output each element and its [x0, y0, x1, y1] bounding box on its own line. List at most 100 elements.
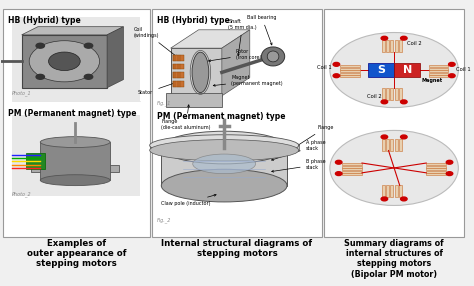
Bar	[399, 88, 402, 100]
Text: Fig._1: Fig._1	[157, 100, 171, 106]
Circle shape	[330, 130, 458, 205]
Circle shape	[448, 74, 455, 78]
Ellipse shape	[267, 51, 279, 62]
Circle shape	[381, 100, 388, 104]
Ellipse shape	[40, 137, 110, 148]
Circle shape	[401, 36, 407, 40]
Circle shape	[381, 197, 388, 201]
Bar	[342, 166, 362, 168]
Text: Stator: Stator	[138, 82, 177, 96]
Text: Flange: Flange	[297, 125, 334, 146]
Text: Coil 2: Coil 2	[367, 94, 382, 99]
Circle shape	[401, 135, 407, 139]
Bar	[171, 48, 222, 96]
Bar	[426, 163, 446, 165]
Bar	[399, 139, 402, 150]
Bar	[399, 40, 402, 52]
Text: HB (Hybrid) type: HB (Hybrid) type	[157, 16, 229, 25]
Bar	[395, 139, 398, 150]
Bar	[340, 73, 360, 75]
Circle shape	[48, 52, 80, 71]
Bar	[426, 173, 446, 175]
Circle shape	[336, 160, 342, 164]
Text: PM (Permanent magnet) type: PM (Permanent magnet) type	[8, 110, 136, 118]
Text: Internal structural diagrams of
stepping motors: Internal structural diagrams of stepping…	[162, 239, 312, 258]
Circle shape	[446, 160, 453, 164]
Bar	[31, 166, 119, 172]
Bar	[342, 173, 362, 175]
Circle shape	[29, 41, 100, 82]
Bar	[386, 40, 389, 52]
FancyBboxPatch shape	[324, 9, 464, 237]
Bar	[173, 81, 184, 87]
Bar	[394, 63, 419, 77]
Bar	[173, 72, 184, 78]
Polygon shape	[222, 30, 250, 96]
Ellipse shape	[193, 154, 255, 174]
Text: Magnet
(permanent magnet): Magnet (permanent magnet)	[213, 75, 283, 86]
Ellipse shape	[161, 169, 287, 202]
Bar	[26, 153, 45, 169]
Bar	[386, 185, 389, 197]
Circle shape	[84, 74, 93, 79]
Text: Photo_1: Photo_1	[12, 90, 32, 96]
Bar	[391, 185, 393, 197]
Polygon shape	[107, 27, 123, 88]
Circle shape	[330, 33, 458, 108]
Circle shape	[36, 43, 45, 48]
Bar	[382, 40, 385, 52]
Text: Coil 1: Coil 1	[317, 65, 332, 70]
Bar	[399, 185, 402, 197]
Circle shape	[381, 135, 388, 139]
FancyBboxPatch shape	[152, 9, 322, 237]
Bar	[368, 63, 394, 77]
Bar	[426, 168, 446, 170]
Bar	[426, 166, 446, 168]
Bar	[340, 65, 360, 67]
Bar	[386, 88, 389, 100]
Circle shape	[401, 100, 407, 104]
Bar	[386, 139, 389, 150]
Ellipse shape	[150, 135, 299, 156]
Bar	[395, 88, 398, 100]
Bar	[173, 55, 184, 61]
Bar	[395, 40, 398, 52]
Text: Coil 2: Coil 2	[407, 41, 421, 46]
Bar	[395, 185, 398, 197]
Text: Fig._2: Fig._2	[157, 217, 171, 223]
Bar	[161, 148, 287, 186]
Bar	[428, 68, 448, 70]
Text: Summary diagrams of
internal structures of
stepping motors
(Bipolar PM motor): Summary diagrams of internal structures …	[344, 239, 444, 279]
Text: N: N	[402, 65, 412, 75]
Text: B phase
stack: B phase stack	[272, 160, 325, 172]
Text: Claw pole (inductor): Claw pole (inductor)	[161, 194, 216, 206]
Text: Photo_2: Photo_2	[12, 191, 32, 197]
Bar	[391, 88, 393, 100]
Bar	[342, 163, 362, 165]
Circle shape	[333, 74, 340, 78]
Circle shape	[401, 197, 407, 201]
Ellipse shape	[262, 47, 285, 66]
Bar	[426, 171, 446, 172]
Bar	[382, 185, 385, 197]
Ellipse shape	[40, 175, 110, 186]
Circle shape	[84, 43, 93, 48]
Bar	[428, 65, 448, 67]
Bar	[342, 168, 362, 170]
Text: Flange
(die-cast aluminum): Flange (die-cast aluminum)	[161, 105, 211, 130]
Bar	[382, 139, 385, 150]
Text: Ball bearing: Ball bearing	[247, 15, 276, 45]
Text: S: S	[377, 65, 385, 75]
Bar	[166, 93, 222, 107]
Bar	[428, 73, 448, 75]
Bar	[12, 17, 140, 101]
Bar	[428, 76, 448, 77]
Ellipse shape	[161, 131, 287, 164]
Ellipse shape	[192, 52, 209, 93]
Bar	[342, 171, 362, 172]
Text: Shaft
(5 mm dia.): Shaft (5 mm dia.)	[228, 19, 257, 56]
Text: Coil 1: Coil 1	[456, 67, 471, 72]
Bar	[150, 145, 299, 150]
Bar	[382, 88, 385, 100]
Text: A phase
stack: A phase stack	[272, 140, 325, 160]
